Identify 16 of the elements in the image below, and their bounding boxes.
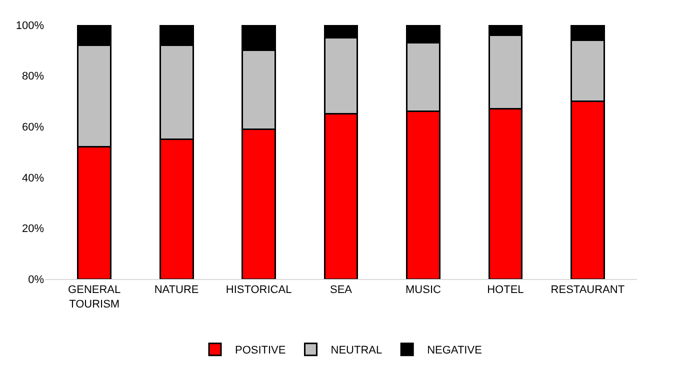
y-tick-label: 60% — [22, 121, 44, 134]
y-tick-label: 0% — [28, 274, 44, 286]
legend-label: NEGATIVE — [427, 344, 482, 357]
x-tick-label: NATURE — [154, 284, 199, 296]
y-tick-label: 100% — [16, 20, 44, 32]
legend-label: NEUTRAL — [330, 344, 382, 357]
x-tick-label: HISTORICAL — [226, 284, 292, 296]
x-tick-label: HOTEL — [487, 284, 524, 296]
legend-label: POSITIVE — [235, 344, 286, 357]
y-tick-label: 20% — [22, 223, 44, 236]
x-tick-label: GENERAL TOURISM — [68, 284, 121, 310]
y-tick-label: 40% — [22, 172, 44, 184]
x-tick-label: SEA — [330, 284, 353, 296]
x-tick-label: RESTAURANT — [550, 284, 625, 296]
y-tick-label: 80% — [22, 70, 44, 83]
x-tick-label: MUSIC — [405, 284, 441, 296]
